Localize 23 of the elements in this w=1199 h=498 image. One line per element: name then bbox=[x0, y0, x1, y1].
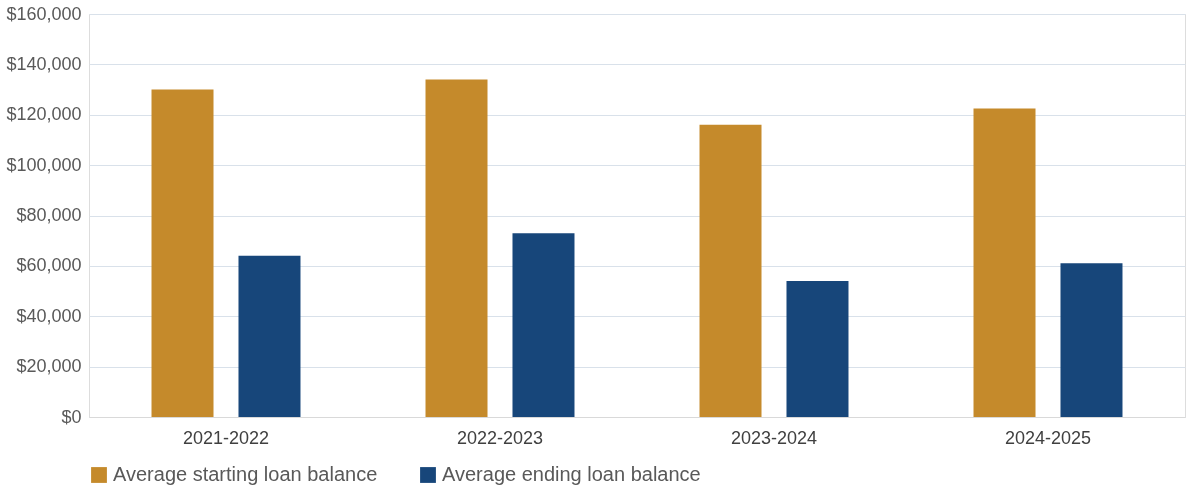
y-tick-label: $40,000 bbox=[16, 305, 82, 326]
y-tick-label: $60,000 bbox=[16, 255, 82, 276]
legend-label: Average ending loan balance bbox=[442, 463, 701, 485]
legend-label: Average starting loan balance bbox=[113, 463, 378, 485]
bar bbox=[151, 89, 214, 417]
x-tick-label: 2023-2024 bbox=[730, 427, 818, 448]
bar bbox=[973, 108, 1036, 417]
bar bbox=[699, 124, 762, 417]
x-tick-label: 2021-2022 bbox=[182, 427, 270, 448]
y-tick-label: $20,000 bbox=[16, 356, 82, 377]
y-tick-label: $0 bbox=[61, 406, 82, 427]
y-tick-label: $80,000 bbox=[16, 205, 82, 225]
y-tick-label: $100,000 bbox=[6, 154, 82, 175]
x-tick-label: 2022-2023 bbox=[456, 427, 544, 448]
y-tick-label: $140,000 bbox=[6, 53, 82, 74]
y-tick-label: $160,000 bbox=[6, 3, 82, 24]
y-tick-label: $120,000 bbox=[6, 104, 82, 125]
x-tick-label: 2024-2025 bbox=[1004, 427, 1092, 448]
bar bbox=[1060, 263, 1123, 417]
bar bbox=[786, 280, 849, 417]
bar bbox=[238, 255, 301, 417]
bar bbox=[512, 233, 575, 417]
bar bbox=[425, 79, 488, 417]
